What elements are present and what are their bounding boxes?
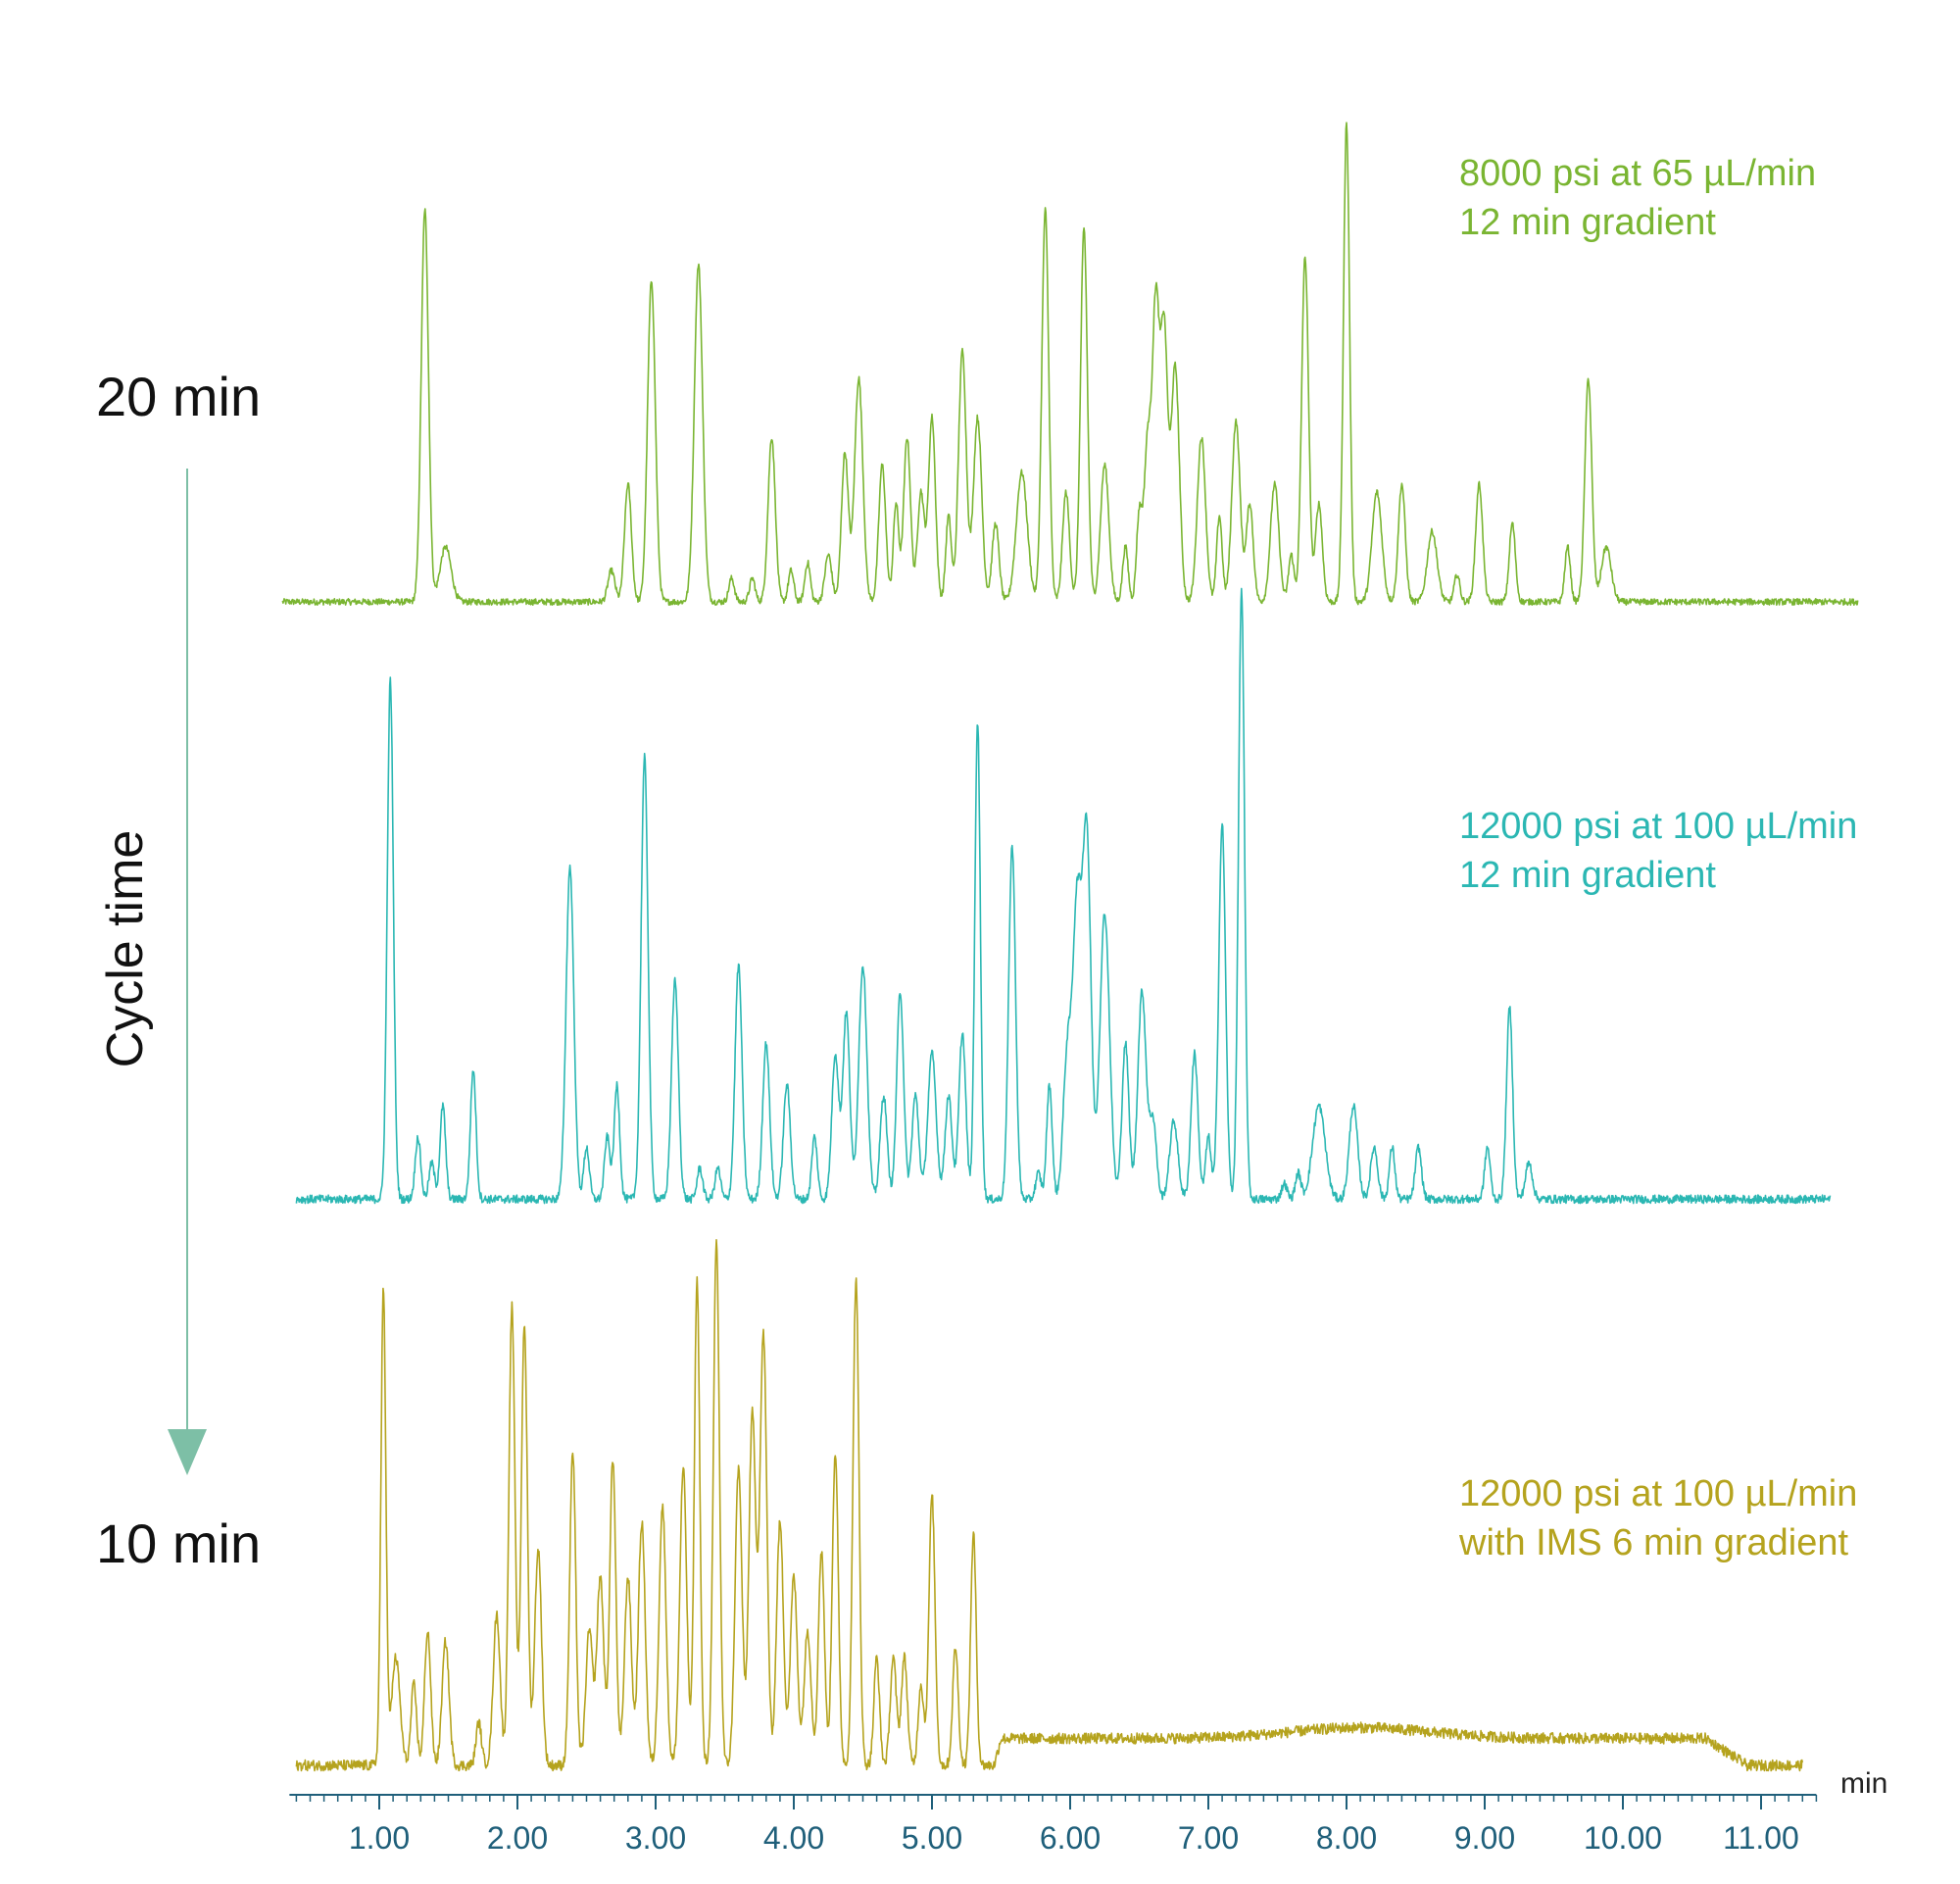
series-label-8000psi: 8000 psi at 65 µL/min 12 min gradient	[1459, 149, 1816, 247]
x-tick-label: 11.00	[1723, 1820, 1799, 1856]
x-tick-label: 6.00	[1040, 1820, 1101, 1856]
chromatogram-trace-2	[295, 587, 1832, 1205]
series-label-line: 12000 psi at 100 µL/min	[1459, 806, 1858, 847]
series-label-line: 12 min gradient	[1459, 855, 1716, 896]
cycle-time-bottom-label: 10 min	[96, 1512, 262, 1574]
series-label-12000psi: 12000 psi at 100 µL/min 12 min gradient	[1459, 802, 1857, 900]
cycle-time-axis-label: Cycle time	[97, 829, 154, 1068]
x-tick-label: 4.00	[763, 1820, 824, 1856]
x-tick-label: 9.00	[1454, 1820, 1515, 1856]
x-tick-label: 8.00	[1316, 1820, 1377, 1856]
chromatogram-trace-3	[295, 1239, 1804, 1772]
cycle-time-arrow-head	[168, 1429, 207, 1475]
chromatogram-trace-1	[281, 122, 1859, 607]
x-tick-label: 1.00	[349, 1820, 410, 1856]
series-label-12000psi-ims: 12000 psi at 100 µL/min with IMS 6 min g…	[1459, 1469, 1857, 1567]
series-label-line: with IMS 6 min gradient	[1459, 1522, 1849, 1563]
x-tick-label: 7.00	[1178, 1820, 1239, 1856]
series-label-line: 12 min gradient	[1459, 202, 1716, 243]
chromatogram-traces	[281, 122, 1859, 1772]
x-tick-label: 5.00	[902, 1820, 962, 1856]
x-tick-label: 10.00	[1584, 1820, 1662, 1856]
cycle-time-arrow	[168, 469, 207, 1475]
series-label-line: 12000 psi at 100 µL/min	[1459, 1473, 1858, 1514]
series-label-line: 8000 psi at 65 µL/min	[1459, 153, 1817, 194]
x-tick-label: 3.00	[625, 1820, 686, 1856]
x-tick-label: 2.00	[487, 1820, 548, 1856]
x-axis-unit-label: min	[1840, 1767, 1888, 1800]
cycle-time-top-label: 20 min	[96, 366, 262, 427]
time-axis: 1.00 2.00 3.00 4.00 5.00 6.00 7.00 8.00 9.00 10.0…	[289, 1794, 1818, 1856]
